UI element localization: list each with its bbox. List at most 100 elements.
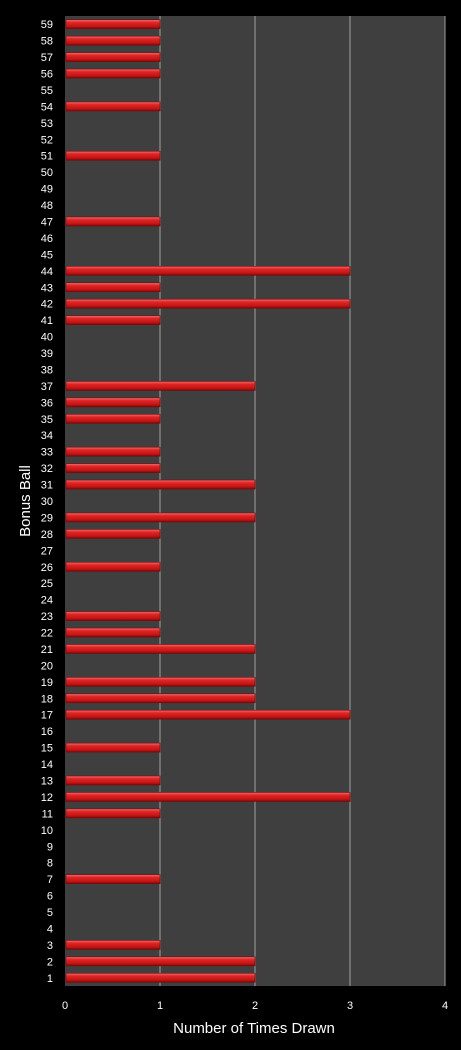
bar-ball-33 bbox=[65, 446, 161, 457]
gridlines bbox=[159, 16, 446, 986]
bar-ball-54 bbox=[65, 101, 161, 112]
bar-ball-56 bbox=[65, 68, 161, 79]
bar-ball-19 bbox=[65, 677, 256, 687]
y-tick-label: 38 bbox=[41, 364, 53, 376]
bar-ball-11 bbox=[65, 808, 161, 819]
bar-ball-18 bbox=[65, 693, 256, 704]
bar-ball-7 bbox=[65, 874, 161, 884]
bar-ball-31 bbox=[65, 479, 256, 490]
y-tick-label: 31 bbox=[41, 480, 53, 492]
y-tick-label: 9 bbox=[47, 841, 53, 853]
y-tick-label: 7 bbox=[47, 874, 53, 886]
y-tick-label: 42 bbox=[41, 299, 53, 311]
y-tick-label: 11 bbox=[42, 808, 53, 820]
bar-ball-28 bbox=[65, 529, 161, 539]
y-tick-label: 28 bbox=[41, 529, 53, 541]
bar-ball-32 bbox=[65, 463, 161, 473]
y-axis-title: Bonus Ball bbox=[17, 465, 34, 537]
y-tick-label: 39 bbox=[41, 348, 53, 360]
y-tick-label: 40 bbox=[41, 332, 53, 344]
y-tick-label: 43 bbox=[41, 282, 53, 294]
bar-ball-12 bbox=[65, 792, 351, 802]
y-tick-label: 34 bbox=[41, 430, 53, 442]
bar-ball-35 bbox=[65, 413, 161, 424]
y-tick-label: 41 bbox=[41, 315, 53, 327]
y-tick-label: 20 bbox=[41, 660, 53, 672]
bars-group bbox=[65, 19, 351, 983]
y-tick-label: 1 bbox=[47, 973, 53, 985]
y-tick-label: 37 bbox=[41, 381, 53, 393]
y-tick-label: 52 bbox=[41, 134, 53, 146]
y-tick-label: 23 bbox=[41, 611, 53, 623]
y-tick-label: 12 bbox=[41, 792, 53, 804]
bar-ball-47 bbox=[65, 216, 161, 227]
y-tick-label: 18 bbox=[41, 693, 53, 705]
bar-ball-42 bbox=[65, 298, 351, 309]
y-tick-label: 48 bbox=[41, 200, 53, 212]
bar-ball-17 bbox=[65, 709, 351, 720]
bar-ball-51 bbox=[65, 150, 161, 161]
bar-ball-13 bbox=[65, 775, 161, 786]
y-tick-label: 10 bbox=[41, 825, 53, 837]
y-tick-label: 26 bbox=[41, 562, 53, 574]
y-tick-label: 55 bbox=[41, 85, 53, 97]
y-tick-label: 51 bbox=[41, 151, 53, 163]
x-axis-title: Number of Times Drawn bbox=[173, 1020, 335, 1037]
bar-ball-21 bbox=[65, 644, 256, 654]
bar-ball-2 bbox=[65, 956, 256, 967]
x-tick-labels: 0 1 2 3 4 bbox=[62, 1000, 448, 1012]
y-tick-label: 45 bbox=[41, 249, 53, 261]
y-tick-label: 3 bbox=[47, 940, 53, 952]
x-tick-label: 1 bbox=[157, 1000, 163, 1012]
x-tick-label: 4 bbox=[442, 1000, 448, 1012]
y-tick-label: 8 bbox=[47, 858, 53, 870]
bar-ball-3 bbox=[65, 940, 161, 950]
bar-ball-23 bbox=[65, 611, 161, 621]
y-tick-label: 29 bbox=[41, 512, 53, 524]
y-tick-label: 47 bbox=[41, 217, 53, 229]
bar-ball-1 bbox=[65, 972, 256, 983]
y-tick-label: 30 bbox=[41, 496, 53, 508]
y-tick-label: 49 bbox=[41, 184, 53, 196]
bar-ball-57 bbox=[65, 52, 161, 62]
y-tick-label: 56 bbox=[41, 69, 53, 81]
y-tick-label: 59 bbox=[41, 19, 53, 31]
y-tick-label: 58 bbox=[41, 36, 53, 48]
bar-ball-58 bbox=[65, 35, 161, 46]
y-tick-label: 36 bbox=[41, 397, 53, 409]
y-tick-label: 27 bbox=[41, 545, 53, 557]
y-tick-label: 4 bbox=[47, 923, 53, 935]
y-tick-label: 54 bbox=[41, 101, 53, 113]
y-tick-label: 6 bbox=[47, 891, 53, 903]
bar-ball-44 bbox=[65, 266, 351, 276]
bar-ball-15 bbox=[65, 742, 161, 753]
y-tick-label: 25 bbox=[41, 578, 53, 590]
y-tick-label: 14 bbox=[41, 759, 53, 771]
y-tick-label: 15 bbox=[41, 743, 53, 755]
y-tick-label: 22 bbox=[41, 628, 53, 640]
y-tick-label: 13 bbox=[41, 775, 53, 787]
y-tick-label: 19 bbox=[41, 677, 53, 689]
bar-ball-36 bbox=[65, 397, 161, 408]
bar-ball-22 bbox=[65, 627, 161, 638]
y-tick-label: 24 bbox=[41, 595, 53, 607]
y-tick-label: 33 bbox=[41, 447, 53, 459]
y-tick-label: 46 bbox=[41, 233, 53, 245]
bar-ball-43 bbox=[65, 282, 161, 293]
bar-ball-41 bbox=[65, 315, 161, 325]
y-tick-label: 32 bbox=[41, 463, 53, 475]
y-tick-label: 21 bbox=[41, 644, 53, 656]
y-tick-label: 35 bbox=[41, 414, 53, 426]
x-tick-label: 3 bbox=[347, 1000, 353, 1012]
y-tick-label: 57 bbox=[41, 52, 53, 64]
y-tick-label: 44 bbox=[41, 266, 53, 278]
y-tick-label: 2 bbox=[47, 956, 53, 968]
x-tick-label: 0 bbox=[62, 1000, 68, 1012]
y-tick-label: 16 bbox=[41, 726, 53, 738]
y-tick-label: 50 bbox=[41, 167, 53, 179]
bar-ball-26 bbox=[65, 561, 161, 572]
bar-ball-59 bbox=[65, 19, 161, 30]
y-tick-label: 5 bbox=[47, 907, 53, 919]
